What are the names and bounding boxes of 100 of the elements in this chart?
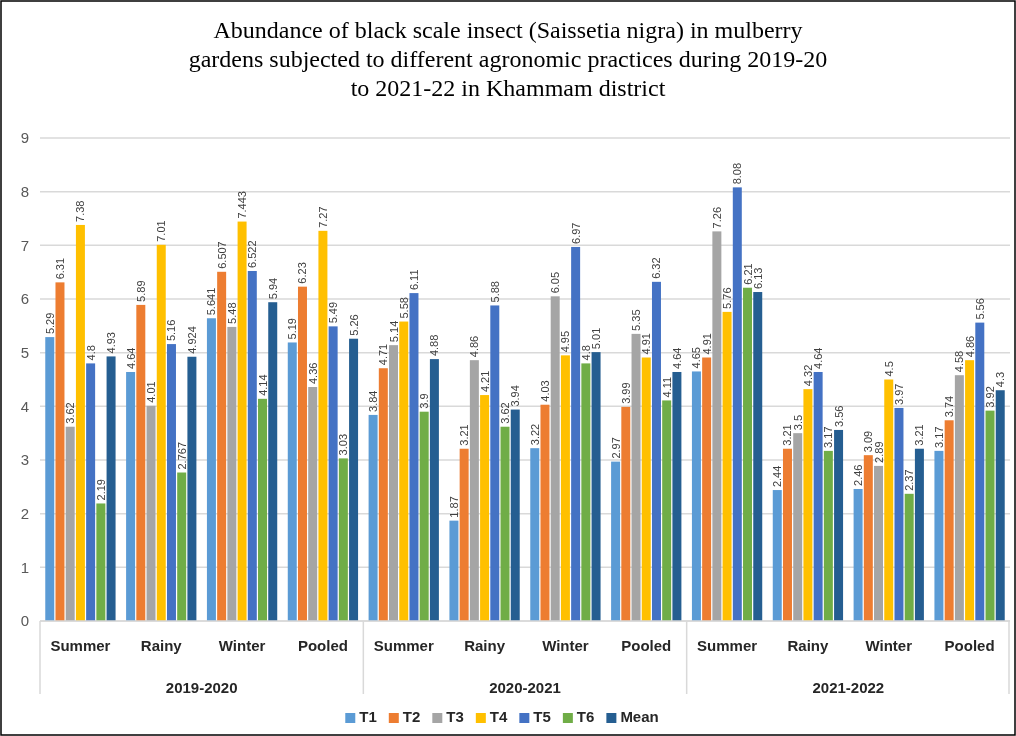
data-label: 2.44 [771, 465, 784, 488]
data-label: 4.14 [256, 374, 269, 396]
y-tick-label: 0 [20, 612, 29, 630]
data-label: 7.38 [74, 200, 87, 222]
data-label: 3.94 [509, 385, 522, 407]
bar [55, 282, 65, 621]
data-label: 4.36 [306, 362, 319, 385]
data-label: 4.91 [700, 333, 713, 355]
bar [287, 342, 297, 621]
bar [237, 221, 247, 621]
bar [712, 231, 722, 621]
data-label: 3.21 [458, 424, 471, 446]
bar [651, 281, 661, 621]
bar [753, 292, 763, 621]
data-label: 3.62 [64, 402, 77, 424]
bar [975, 322, 985, 621]
data-label: 5.94 [266, 277, 279, 300]
data-label: 3.17 [822, 426, 835, 448]
data-label: 3.99 [619, 382, 632, 404]
bar [954, 375, 964, 621]
y-tick-label: 5 [20, 343, 29, 361]
bar [258, 398, 268, 621]
data-label: 6.32 [650, 257, 663, 279]
bar [732, 187, 742, 621]
bar [813, 371, 823, 621]
bar [146, 405, 156, 621]
y-tick-label: 9 [20, 129, 29, 147]
data-label: 4.86 [963, 335, 976, 358]
data-label: 3.17 [932, 426, 945, 448]
x-tick-label: Pooled [944, 637, 995, 654]
data-label: 4.64 [812, 347, 825, 369]
data-label: 4.21 [478, 370, 491, 393]
x-tick-label: Winter [218, 637, 266, 654]
x-tick-label: Rainy [464, 637, 506, 654]
data-label: 6.31 [53, 257, 66, 280]
bar [338, 458, 348, 621]
x-tick-label: Winter [865, 637, 913, 654]
data-label: 5.16 [165, 319, 178, 342]
data-label: 3.9 [418, 393, 431, 409]
bar [863, 455, 873, 621]
bar [297, 286, 307, 621]
data-label: 4.58 [953, 350, 966, 373]
bar [166, 344, 176, 621]
bar [206, 318, 216, 621]
bar [510, 409, 520, 621]
y-tick-label: 6 [20, 290, 29, 308]
x-tick-label: Summer [373, 637, 434, 654]
data-label: 6.05 [549, 271, 562, 294]
bar [469, 360, 479, 621]
bar [227, 326, 237, 621]
data-label: 5.35 [630, 309, 643, 331]
bar [349, 338, 359, 621]
bar [853, 488, 863, 621]
data-label: 7.443 [236, 191, 249, 219]
bar [631, 333, 641, 621]
y-tick-label: 7 [20, 236, 29, 254]
data-label: 3.03 [337, 433, 350, 456]
bar [106, 356, 116, 621]
bar [368, 414, 378, 621]
legend-label: T3 [446, 708, 464, 725]
bar [894, 407, 904, 621]
bar [550, 296, 560, 621]
data-label: 4.91 [640, 333, 653, 355]
y-tick-label: 4 [20, 397, 29, 415]
x-tick-label: Pooled [621, 637, 672, 654]
data-label: 3.22 [528, 423, 541, 446]
bar [490, 305, 500, 621]
bar [772, 490, 782, 621]
data-label: 5.19 [286, 318, 299, 340]
data-label: 6.97 [569, 222, 582, 244]
bar [45, 337, 55, 621]
data-label: 3.74 [943, 395, 956, 418]
bar [399, 321, 409, 621]
bar [672, 371, 682, 621]
legend-label: Mean [620, 708, 659, 725]
bar [560, 355, 570, 621]
bar [86, 363, 96, 621]
data-label: 4.924 [185, 326, 198, 354]
bar [75, 224, 85, 621]
data-label: 3.21 [781, 424, 794, 446]
data-label: 4.93 [105, 332, 118, 354]
bar [530, 448, 540, 621]
x-tick-label: Pooled [297, 637, 348, 654]
data-label: 4.64 [670, 347, 683, 369]
data-label: 7.26 [710, 206, 723, 229]
bar [581, 363, 591, 621]
data-label: 4.64 [124, 347, 137, 369]
bar [834, 429, 844, 621]
x-tick-label: Rainy [140, 637, 183, 654]
bar [449, 520, 459, 621]
bar [217, 271, 227, 621]
y-tick-label: 3 [20, 451, 29, 469]
data-label: 4.95 [559, 330, 572, 353]
data-label: 2.19 [94, 479, 107, 501]
bar [378, 368, 388, 621]
bar [591, 352, 601, 621]
bar [571, 246, 581, 621]
data-label: 6.13 [751, 267, 764, 290]
data-label: 5.76 [721, 287, 734, 309]
bar [965, 360, 975, 621]
